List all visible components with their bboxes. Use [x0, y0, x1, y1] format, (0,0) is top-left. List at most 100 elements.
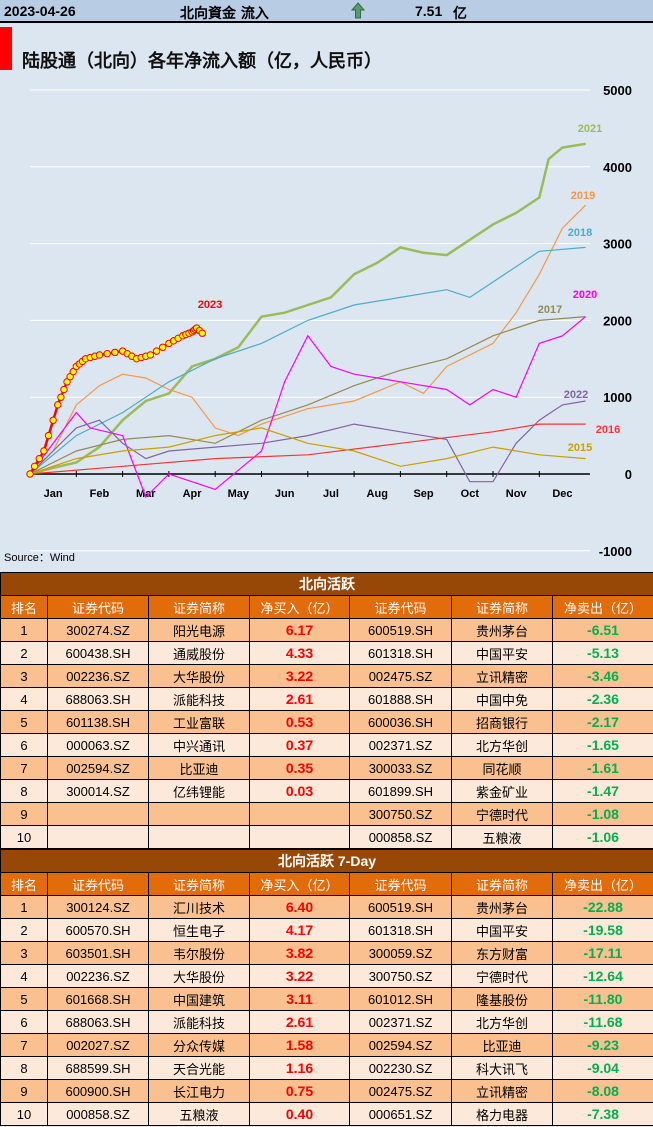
series-line-2020: [29, 316, 586, 499]
series-marker-2023: [95, 351, 104, 359]
table-cell: -1.08: [551, 802, 653, 826]
northbound-active-7day-table: 北向活跃 7-Day 排名 证券代码 证券简称 净买入（亿） 证券代码 证券简称 净卖出（亿）…: [0, 849, 653, 1126]
table-cell: 3: [0, 941, 48, 965]
table-title: 北向活跃 7-Day: [0, 849, 653, 873]
table-cell: 2: [0, 641, 48, 665]
column-header: 证券代码: [349, 872, 452, 896]
header-label: 北向資金 流入: [180, 6, 269, 22]
table-cell: 0.35: [249, 756, 350, 780]
table-row: 10 000858.SZ 五粮液 0.40 000651.SZ 格力电器 -7.38: [0, 1102, 653, 1126]
table-cell: 601318.SH: [349, 641, 452, 665]
series-label-2021: 2021: [578, 123, 602, 135]
table-cell: 科大讯飞: [451, 1056, 553, 1080]
table-cell: 0.40: [249, 1102, 350, 1126]
table-cell: 601668.SH: [47, 987, 149, 1011]
table-cell: 000651.SZ: [349, 1102, 452, 1126]
table-cell: 7: [0, 1033, 48, 1057]
chart-title: 陆股通（北向）各年净流入额（亿，人民币）: [22, 51, 382, 72]
series-label-2019: 2019: [571, 190, 595, 202]
table-cell: -19.58: [551, 918, 653, 942]
table-cell: 300014.SZ: [47, 779, 149, 803]
table-row: 8 300014.SZ 亿纬锂能 0.03 601899.SH 紫金矿业 -1.47: [0, 779, 653, 803]
y-tick-label: 0: [625, 467, 632, 482]
series-marker-2023: [40, 447, 48, 455]
table-cell: 603501.SH: [47, 941, 149, 965]
table-cell: 9: [0, 802, 48, 826]
table-cell: 立讯精密: [451, 1079, 553, 1103]
table-cell: 工业富联: [148, 710, 250, 734]
table-cell: 0.03: [249, 779, 350, 803]
series-marker-2023: [146, 351, 155, 359]
table-cell: 汇川技术: [148, 895, 250, 919]
table-row: 3 002236.SZ 大华股份 3.22 002475.SZ 立讯精密 -3.46: [0, 664, 653, 688]
x-tick-label: Dec: [552, 488, 572, 500]
table-cell: 6: [0, 733, 48, 757]
column-header: 证券简称: [451, 595, 553, 619]
header-bar: 2023-04-26 北向資金 流入 7.51 亿: [0, 0, 653, 23]
series-marker-2023: [60, 385, 68, 394]
table-cell: 002594.SZ: [349, 1033, 452, 1057]
y-tick-label: 5000: [603, 83, 632, 98]
series-label-2015: 2015: [568, 442, 592, 454]
table-cell: 4.33: [249, 641, 350, 665]
table-cell: 600036.SH: [349, 710, 452, 734]
table-cell: 0.53: [249, 710, 350, 734]
table-cell: 大华股份: [148, 664, 250, 688]
table-cell: -5.13: [551, 641, 653, 665]
table-cell: 601888.SH: [349, 687, 452, 711]
table-cell: -8.08: [551, 1079, 653, 1103]
column-header: 净买入（亿）: [249, 595, 350, 619]
series-line-2018: [29, 246, 586, 475]
table-cell: 北方华创: [451, 1010, 553, 1034]
series-marker-2023: [152, 347, 161, 355]
series-line-2021: [29, 142, 586, 476]
table-cell: 恒生电子: [148, 918, 250, 942]
table-cell: 688063.SH: [47, 687, 149, 711]
table-cell: 韦尔股份: [148, 941, 250, 965]
table-cell: -1.61: [551, 756, 653, 780]
series-line-2022: [29, 400, 586, 483]
table-row: 9 600900.SH 长江电力 0.75 002475.SZ 立讯精密 -8.08: [0, 1079, 653, 1103]
table-cell: 10: [0, 825, 48, 849]
table-cell: 3.22: [249, 664, 350, 688]
table-cell: -3.46: [551, 664, 653, 688]
table-cell: [148, 802, 250, 826]
table-row: 2 600438.SH 通威股份 4.33 601318.SH 中国平安 -5.13: [0, 641, 653, 665]
y-tick-label: 2000: [603, 313, 632, 328]
table-cell: 北方华创: [451, 733, 553, 757]
table-row: 5 601138.SH 工业富联 0.53 600036.SH 招商银行 -2.17: [0, 710, 653, 734]
table-cell: 中国建筑: [148, 987, 250, 1011]
series-line-2019: [29, 204, 587, 475]
table-cell: 002027.SZ: [47, 1033, 149, 1057]
table-cell: 600519.SH: [349, 618, 452, 642]
table-cell: 8: [0, 1056, 48, 1080]
series-marker-2023: [54, 401, 62, 409]
table-cell: 五粮液: [148, 1102, 250, 1126]
table-cell: 2: [0, 918, 48, 942]
table-cell: [249, 825, 350, 849]
table-cell: 3.82: [249, 941, 350, 965]
table-cell: 7: [0, 756, 48, 780]
series-label-2020: 2020: [573, 289, 597, 301]
table-cell: 688063.SH: [47, 1010, 149, 1034]
table-cell: [47, 825, 149, 849]
title-marker: [0, 27, 12, 70]
series-label-2018: 2018: [568, 227, 592, 239]
table-cell: 4.17: [249, 918, 350, 942]
column-header: 证券简称: [148, 595, 250, 619]
column-header: 净卖出（亿）: [551, 872, 653, 896]
table-cell: 比亚迪: [148, 756, 250, 780]
table-cell: 5: [0, 710, 48, 734]
table-cell: 601012.SH: [349, 987, 452, 1011]
table-cell: -17.11: [551, 941, 653, 965]
table-row: 7 002027.SZ 分众传媒 1.58 002594.SZ 比亚迪 -9.23: [0, 1033, 653, 1057]
table-cell: 紫金矿业: [451, 779, 553, 803]
table-cell: 通威股份: [148, 641, 250, 665]
table-cell: 贵州茅台: [451, 618, 553, 642]
x-tick-label: May: [228, 488, 250, 500]
table-cell: 宁德时代: [451, 964, 553, 988]
table-cell: 002230.SZ: [349, 1056, 452, 1080]
column-header: 证券代码: [47, 872, 149, 896]
table-cell: 6.40: [249, 895, 350, 919]
table-cell: 300750.SZ: [349, 964, 452, 988]
